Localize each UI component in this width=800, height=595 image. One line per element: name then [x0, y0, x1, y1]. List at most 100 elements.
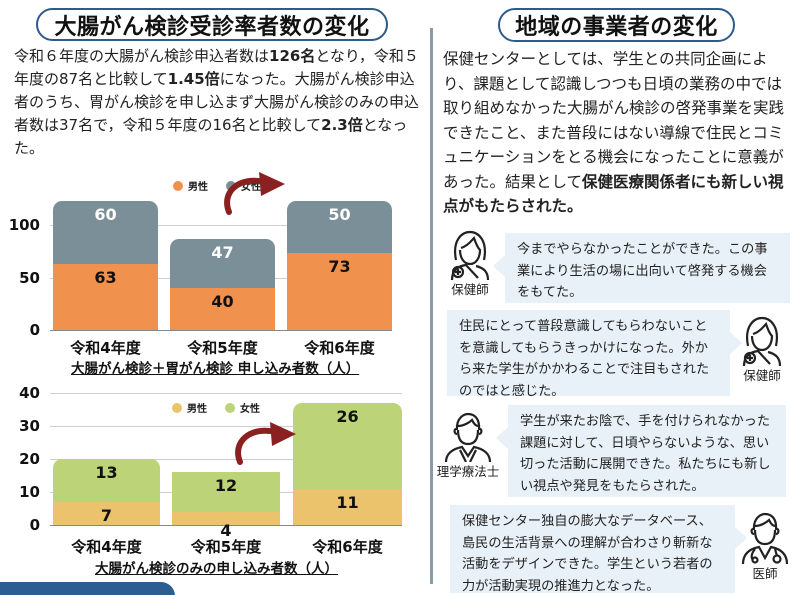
legend-swatch-icon — [225, 402, 235, 413]
stacked-bar: 73 50 — [287, 200, 392, 330]
x-axis-baseline — [50, 525, 402, 526]
section-title-colon-cancer: 大腸がん検診受診率者数の変化 — [36, 8, 388, 41]
chart-legend: 男性 女性 — [172, 400, 260, 415]
chart-legend: 男性 女性 — [173, 178, 261, 193]
y-tick-label: 30 — [19, 417, 40, 435]
colon-cancer-summary-text: 令和６年度の大腸がん検診申込者数は126名となり，令和５年度の87名と比較して1… — [14, 45, 424, 160]
avatar: 理学療法士 — [434, 412, 502, 480]
comment-bubble: 学生が来たお陰で、手を付けられなかった課題に対して、日頃やらないような、思い切っ… — [496, 405, 786, 497]
emphasis-text: 1.45倍 — [167, 70, 220, 88]
bar-value-label: 7 — [100, 505, 113, 525]
emphasis-text: 2.3倍 — [321, 116, 363, 134]
local-providers-summary-text: 保健センターとしては、学生との共同企画により、課題として認識しつつも日頃の業務の… — [443, 47, 788, 219]
avatar: 医師 — [735, 512, 795, 582]
bar-segment-male: 7 — [53, 501, 160, 525]
bar-value-label: 50 — [328, 204, 351, 224]
y-tick-label: 0 — [29, 321, 40, 339]
chart-colon-only-screening: 0 10 20 30 40 7 13 令和4年度 4 12 令和5年度 11 26 令和6年度 男性 女性大腸… — [19, 384, 402, 577]
comment-bubble: 保健センター独自の膨大なデータベース、島民の生活背景への理解が合わさり斬新な活動… — [450, 505, 747, 594]
legend-label: 男性 — [187, 404, 207, 415]
comment-text: 今までやらなかったことができた。この事業により生活の場に出向いて啓発する機会をも… — [517, 242, 768, 300]
x-axis-baseline — [50, 330, 392, 331]
legend-label: 女性 — [241, 182, 261, 193]
stacked-bar: 11 26 — [293, 402, 402, 525]
bar-segment-male: 73 — [287, 253, 392, 330]
comment-text: 保健センター独自の膨大なデータベース、島民の生活背景への理解が合わさり斬新な活動… — [462, 514, 713, 594]
x-category-label: 令和4年度 — [70, 339, 141, 357]
avatar: 保健師 — [732, 316, 792, 384]
gridline — [50, 459, 402, 460]
bar-value-label: 63 — [94, 267, 117, 287]
y-tick-label: 10 — [19, 483, 40, 501]
bar-segment-female: 26 — [293, 402, 402, 489]
nurse-female-icon — [440, 230, 500, 280]
role-label: 医師 — [752, 566, 778, 581]
column-divider — [430, 28, 433, 584]
bar-value-label: 40 — [211, 291, 234, 311]
emphasis-text: 126名 — [269, 47, 316, 65]
x-category-label: 令和6年度 — [304, 339, 375, 357]
y-tick-label: 50 — [19, 268, 40, 287]
bar-value-label: 13 — [95, 463, 118, 483]
bar-segment-female: 50 — [287, 200, 392, 254]
bar-segment-female: 13 — [53, 459, 160, 502]
gridline — [50, 426, 402, 427]
x-category-label: 令和4年度 — [71, 538, 142, 556]
stacked-bar: 7 13 — [53, 459, 160, 525]
legend-item: 男性 — [173, 178, 208, 193]
legend-swatch-icon — [172, 402, 182, 413]
doctor-icon — [735, 512, 795, 564]
bar-value-label: 47 — [211, 242, 234, 262]
bar-value-label: 11 — [336, 492, 359, 512]
comment-bubble: 今までやらなかったことができた。この事業により生活の場に出向いて啓発する機会をも… — [493, 233, 790, 303]
bar-segment-male: 40 — [170, 287, 275, 330]
x-category-label: 令和5年度 — [187, 339, 258, 357]
chart-caption: 大腸がん検診のみの申し込み者数（人） — [95, 561, 338, 577]
bar-value-label: 12 — [214, 476, 238, 496]
body-text: になった。大腸がん検診申込者のうち、胃がん検診を申し込まず大腸がん検診のみの申込… — [14, 70, 420, 134]
bar-segment-female: 12 — [172, 472, 280, 512]
bar-value-label: 73 — [328, 257, 351, 277]
bar-segment-male: 4 — [172, 511, 280, 540]
next-section-tab — [0, 582, 175, 595]
body-text: 保健センターとしては、学生との共同企画により、課題として認識しつつも日頃の業務の… — [443, 50, 785, 191]
bar-segment-female: 60 — [53, 200, 158, 264]
legend-label: 女性 — [240, 404, 260, 415]
role-label: 理学療法士 — [436, 464, 500, 479]
curved-arrow-icon — [235, 422, 296, 465]
y-tick-label: 0 — [29, 516, 40, 534]
x-category-label: 令和6年度 — [312, 538, 383, 556]
curved-arrow-icon — [224, 172, 285, 215]
section-title-local-providers: 地域の事業者の変化 — [498, 8, 735, 42]
y-tick-label: 20 — [19, 450, 40, 468]
bar-segment-male: 63 — [53, 263, 158, 330]
legend-item: 男性 — [172, 400, 207, 415]
stacked-bar: 4 12 — [172, 472, 280, 540]
gridline — [50, 225, 392, 226]
nurse-female-icon — [732, 316, 792, 366]
stacked-bar: 63 60 — [53, 200, 158, 330]
body-text: となった。 — [14, 116, 408, 157]
role-label: 保健師 — [451, 282, 489, 297]
body-text: となり，令和５年度の87名と比較して — [14, 47, 419, 88]
comment-text: 住民にとって普段意識してもらわないことを意識してもらうきっかけになった。外から来… — [459, 319, 710, 399]
x-category-label: 令和5年度 — [190, 538, 262, 556]
bar-segment-male: 11 — [293, 488, 402, 525]
legend-swatch-icon — [226, 180, 236, 191]
bar-segment-female: 47 — [170, 238, 275, 288]
chart-caption: 大腸がん検診＋胃がん検診 申し込み者数（人） — [71, 361, 360, 377]
legend-label: 男性 — [188, 182, 208, 193]
gridline — [50, 393, 402, 394]
y-tick-label: 100 — [8, 216, 40, 234]
bar-value-label: 4 — [220, 520, 232, 540]
emphasis-text: 保健医療関係者にも新しい視点がもたらされた。 — [443, 172, 784, 216]
legend-item: 女性 — [226, 178, 261, 193]
role-label: 保健師 — [743, 368, 781, 383]
avatar: 保健師 — [440, 230, 500, 298]
y-tick-label: 40 — [19, 384, 40, 402]
physical-therapist-icon — [434, 412, 502, 462]
body-text: 令和６年度の大腸がん検診申込者数は — [14, 47, 270, 65]
comment-text: 学生が来たお陰で、手を付けられなかった課題に対して、日頃やらないような、思い切っ… — [520, 414, 771, 494]
bar-value-label: 26 — [336, 406, 359, 426]
legend-swatch-icon — [173, 180, 183, 191]
